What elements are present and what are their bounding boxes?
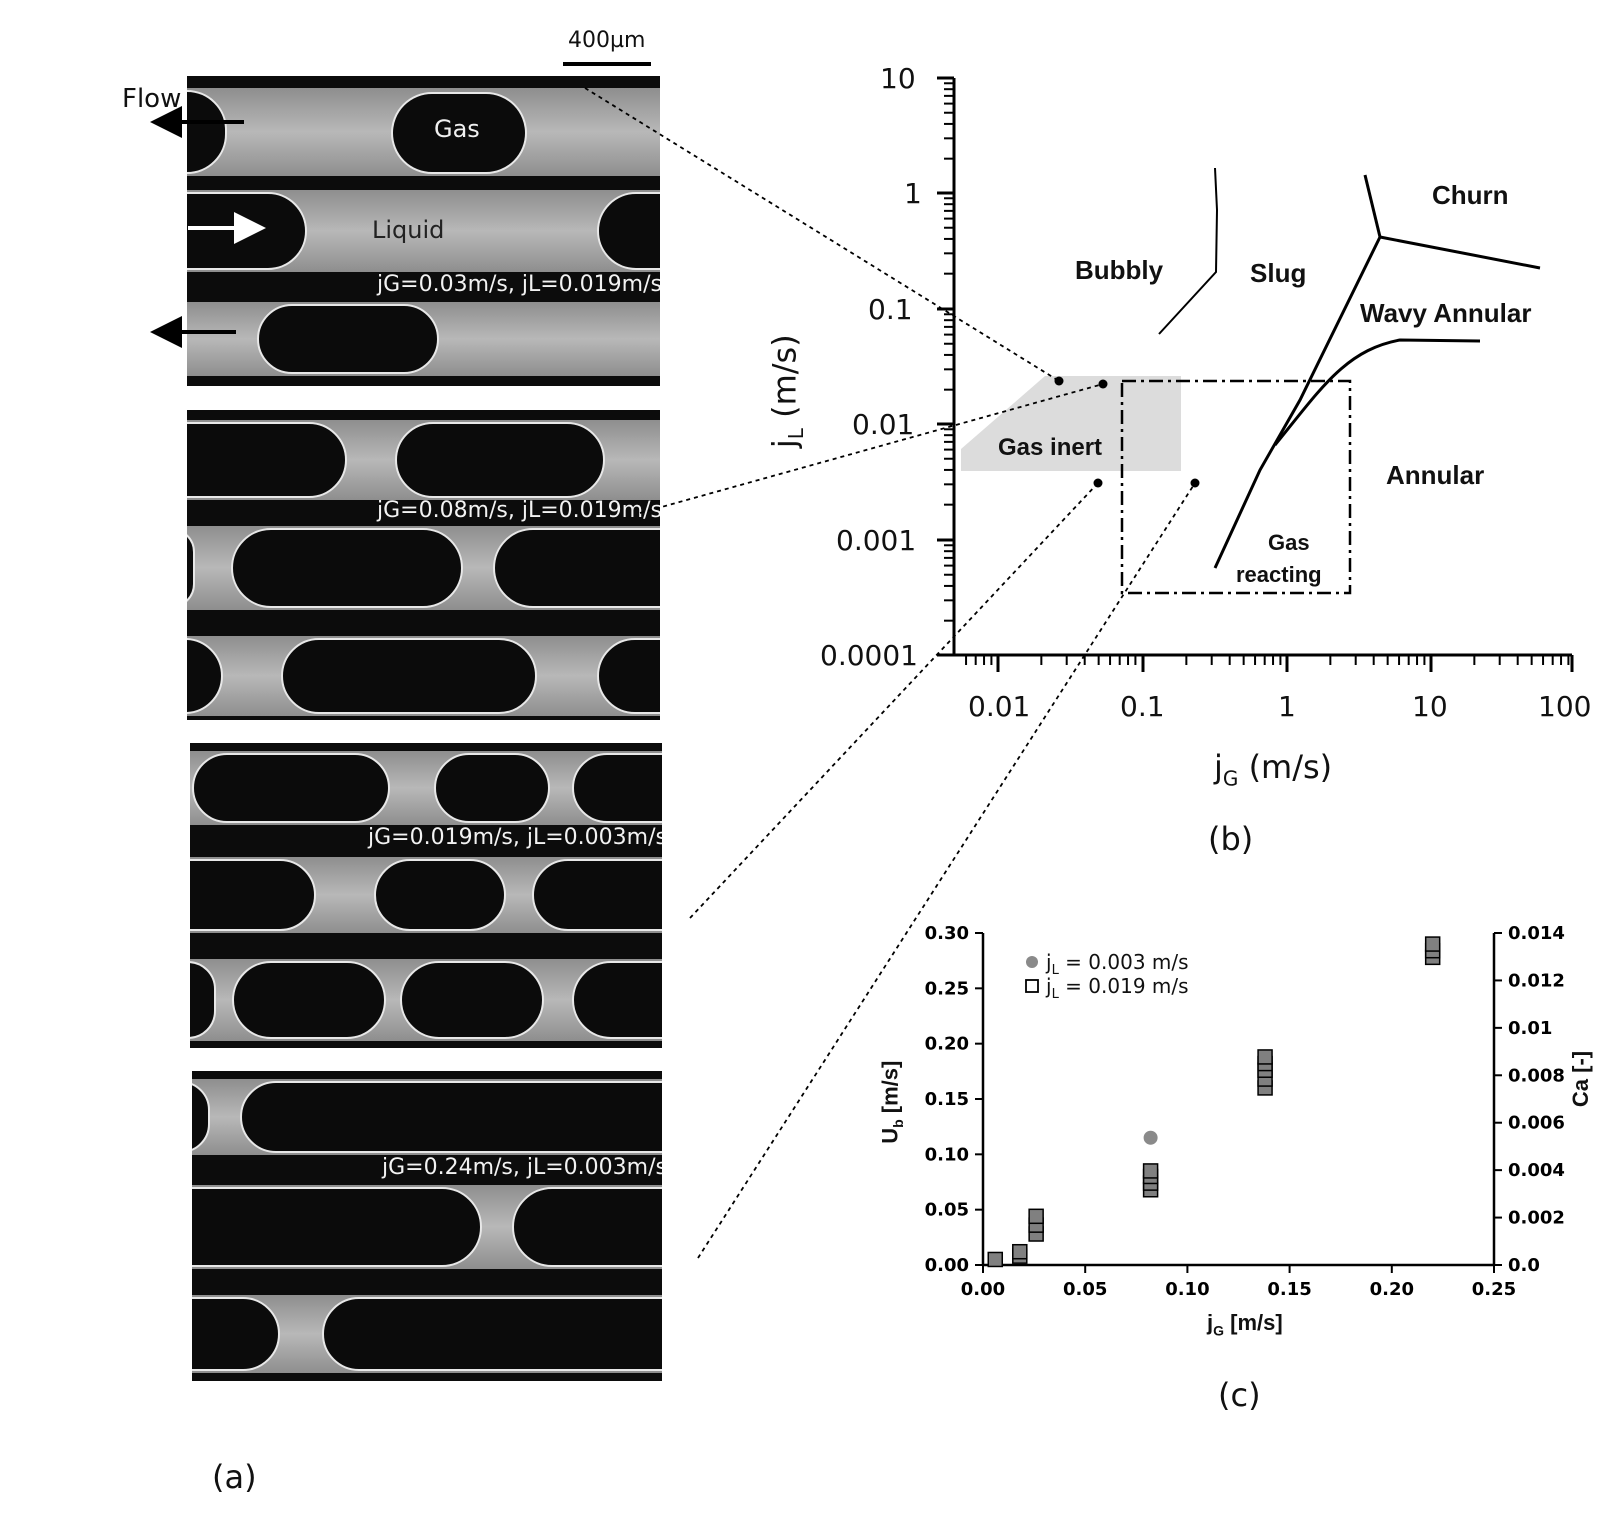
- chart-c-x-tick-label: 0.05: [1063, 1279, 1107, 1300]
- data-point: [1142, 1163, 1159, 1179]
- region-annular: Annular: [1386, 460, 1485, 490]
- chart-c-y-tick-label: 0.10: [925, 1144, 969, 1165]
- y-tick-0.1: 0.1: [868, 293, 913, 326]
- region-churn: Churn: [1432, 180, 1509, 210]
- gas-label: Gas: [434, 115, 480, 143]
- y-tick-0.001: 0.001: [836, 524, 917, 557]
- leader-3: [689, 482, 1099, 919]
- micrograph-2: jG=0.08m/s, jL=0.019m/s: [187, 410, 660, 720]
- x-tick-1: 1: [1278, 690, 1296, 723]
- micrograph-1: jG=0.03m/s, jL=0.019m/s: [187, 76, 660, 386]
- data-point: [1012, 1243, 1028, 1260]
- x-major-ticks: [996, 655, 1574, 672]
- chart-c-x-tick-label: 0.15: [1267, 1279, 1311, 1300]
- chart-c-y-tick-label: 0.15: [925, 1089, 969, 1110]
- chart-c-x-tick-label: 0.25: [1472, 1279, 1516, 1300]
- slug-annular-boundary: [1213, 236, 1382, 569]
- data-point: [987, 1251, 1004, 1268]
- chart-c-y-tick-label: 0.00: [925, 1255, 969, 1276]
- chart-c-x-tick-label: 0.00: [961, 1279, 1005, 1300]
- data-point: [1028, 1208, 1044, 1225]
- chart-c-y2-tick-label: 0.012: [1508, 970, 1565, 991]
- flow-arrows: [150, 106, 266, 348]
- data-point: [1257, 1049, 1273, 1065]
- chart-c-y2-label: Ca [-]: [1568, 1050, 1594, 1108]
- chart-c-x-tick-label: 0.10: [1165, 1279, 1209, 1300]
- leader-1: [584, 87, 1060, 382]
- churn-left-boundary: [1363, 174, 1382, 238]
- chart-c-y2-tick-label: 0.01: [1508, 1018, 1552, 1039]
- panel-a-label: (a): [212, 1458, 257, 1496]
- y-tick-10: 10: [880, 62, 916, 95]
- chart-c-y2-tick-label: 0.008: [1508, 1065, 1565, 1086]
- wavy-annular-boundary: [1273, 338, 1481, 446]
- legend-entry-2: jL = 0.019 m/s: [1046, 974, 1189, 1002]
- chart-c-y-tick-label: 0.30: [925, 923, 969, 944]
- churn-bottom-boundary: [1379, 235, 1541, 270]
- y-tick-0.01: 0.01: [852, 408, 915, 441]
- x-axis-label: jG (m/s): [1214, 748, 1333, 791]
- caption-1: jG=0.03m/s, jL=0.019m/s: [377, 272, 660, 297]
- legend-entry-1: jL = 0.003 m/s: [1046, 950, 1189, 978]
- scale-bar: [563, 62, 651, 66]
- x-tick-100: 100: [1538, 690, 1592, 723]
- chart-c-y-tick-label: 0.20: [925, 1034, 969, 1055]
- y-tick-0.0001: 0.0001: [820, 639, 918, 672]
- liquid-label: Liquid: [372, 216, 445, 244]
- micrograph-4: jG=0.24m/s, jL=0.003m/s: [192, 1071, 662, 1381]
- minor-ticks: [944, 82, 1570, 665]
- legend-marker-circle: [1026, 956, 1038, 968]
- legend-marker-square: [1025, 979, 1039, 993]
- scale-bar-label: 400µm: [568, 28, 646, 53]
- chart-c-y2-tick-label: 0.0: [1508, 1255, 1540, 1276]
- data-point: [1424, 936, 1441, 952]
- data-point: [1143, 1130, 1158, 1145]
- region-bubbly: Bubbly: [1075, 255, 1164, 285]
- leader-2: [639, 383, 1104, 514]
- x-tick-0.01: 0.01: [968, 690, 1031, 723]
- chart-c-y-tick-label: 0.05: [925, 1200, 969, 1221]
- caption-3: jG=0.019m/s, jL=0.003m/s: [368, 825, 662, 850]
- bubbly-slug-boundary: [1158, 167, 1219, 335]
- chart-c-y2-tick-label: 0.006: [1508, 1113, 1565, 1134]
- x-tick-0.1: 0.1: [1120, 690, 1165, 723]
- chart-c-x-tick-label: 0.20: [1370, 1279, 1414, 1300]
- leader-4: [697, 482, 1196, 1259]
- chart-c-y-label: Ub [m/s]: [877, 1060, 906, 1144]
- region-gas-inert: Gas inert: [998, 434, 1103, 461]
- chart-c-y2-tick-label: 0.004: [1508, 1160, 1565, 1181]
- region-gas-reacting-line1: Gas: [1268, 530, 1310, 555]
- panel-b-label: (b): [1208, 820, 1254, 858]
- gas-inert-region: [961, 376, 1181, 471]
- panel-c-label: (c): [1218, 1376, 1261, 1414]
- y-tick-1: 1: [904, 177, 922, 210]
- x-tick-10: 10: [1412, 690, 1448, 723]
- micrograph-3: jG=0.019m/s, jL=0.003m/s: [190, 743, 662, 1048]
- y-major-ticks: [937, 76, 954, 657]
- caption-4: jG=0.24m/s, jL=0.003m/s: [382, 1155, 662, 1180]
- region-wavy-annular: Wavy Annular: [1360, 298, 1532, 328]
- gas-reacting-box: [1120, 379, 1352, 595]
- chart-c-y2-tick-label: 0.002: [1508, 1208, 1565, 1229]
- chart-c-y-tick-label: 0.25: [925, 978, 969, 999]
- caption-2: jG=0.08m/s, jL=0.019m/s: [377, 498, 660, 523]
- region-gas-reacting-line2: reacting: [1236, 562, 1322, 587]
- chart-c-y2-tick-label: 0.014: [1508, 923, 1565, 944]
- chart-c-x-label: jG [m/s]: [1207, 1310, 1283, 1339]
- region-slug: Slug: [1250, 258, 1307, 288]
